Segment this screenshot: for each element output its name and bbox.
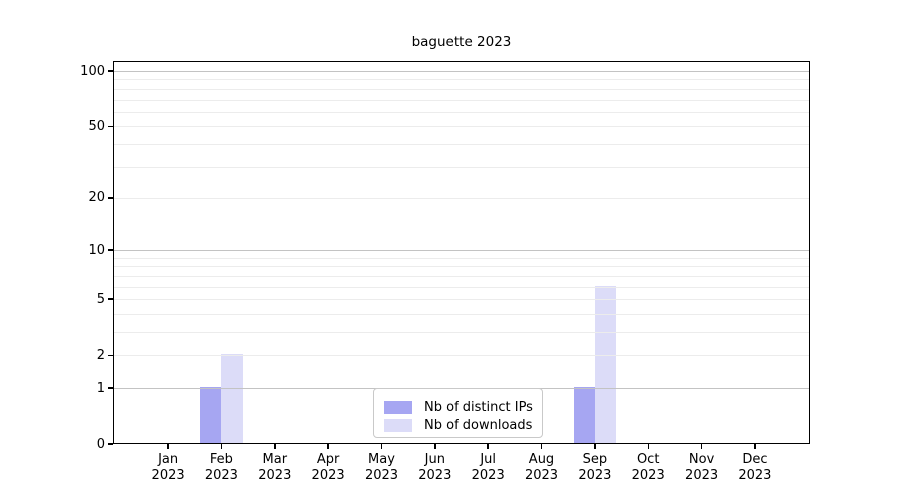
x-tick-label: Nov 2023: [685, 452, 719, 483]
plot-area: [113, 61, 810, 444]
bar-downloads: [594, 285, 617, 443]
y-axis-tick: [108, 197, 113, 199]
x-tick-label: Jan 2023: [151, 452, 185, 483]
gridline-minor: [114, 313, 809, 315]
gridline-minor: [114, 266, 809, 268]
gridline-minor: [114, 257, 809, 259]
chart-title: baguette 2023: [411, 34, 512, 50]
y-tick-label: 1: [96, 380, 105, 396]
x-tick-label: Mar 2023: [258, 452, 292, 483]
gridline-minor: [114, 275, 809, 277]
x-axis-tick: [540, 444, 543, 449]
x-axis-tick: [434, 444, 436, 449]
y-axis-tick: [108, 249, 113, 251]
gridline-minor: [114, 355, 809, 357]
gridline-minor: [114, 88, 809, 90]
x-tick-label: Dec 2023: [738, 452, 772, 483]
gridline-minor: [114, 99, 809, 101]
gridline-minor: [114, 299, 809, 301]
y-axis-tick: [108, 354, 113, 356]
y-tick-label: 100: [80, 63, 105, 79]
bar-downloads: [221, 354, 243, 443]
gridline-minor: [114, 79, 809, 81]
x-tick-label: May 2023: [364, 452, 399, 483]
x-tick-label: Oct 2023: [631, 452, 665, 483]
y-tick-label: 5: [96, 291, 105, 307]
gridline-major: [114, 250, 809, 252]
x-axis-tick: [700, 444, 703, 449]
bar-distinct-ips: [573, 387, 595, 443]
x-tick-label: Jun 2023: [418, 452, 452, 483]
gridline-minor: [114, 332, 809, 333]
y-tick-label: 0: [96, 436, 105, 452]
x-tick-label: Jul 2023: [471, 452, 505, 483]
legend: Nb of distinct IPs Nb of downloads: [373, 388, 543, 438]
gridline-minor: [114, 286, 809, 288]
legend-swatch-distinct-ips: [384, 401, 412, 414]
x-tick-label: Aug 2023: [524, 452, 559, 483]
gridline-minor: [114, 126, 809, 128]
x-axis-tick: [487, 444, 489, 449]
x-axis-tick: [167, 444, 169, 449]
y-tick-label: 50: [88, 118, 105, 134]
x-tick-label: Sep 2023: [578, 452, 612, 483]
x-tick-label: Apr 2023: [311, 452, 345, 483]
x-axis-tick: [594, 444, 596, 449]
y-axis-tick: [108, 298, 113, 300]
x-axis-tick: [327, 444, 329, 449]
bar-distinct-ips: [200, 387, 222, 443]
gridline-minor: [114, 166, 809, 168]
legend-label-downloads: Nb of downloads: [424, 418, 533, 433]
y-axis-tick: [108, 70, 113, 72]
legend-swatch-downloads: [384, 419, 412, 432]
x-axis-tick: [380, 444, 383, 449]
x-axis-tick: [754, 444, 756, 449]
y-axis-tick: [108, 125, 113, 127]
gridline-minor: [114, 197, 809, 199]
y-tick-label: 2: [96, 347, 105, 363]
y-axis-tick: [108, 443, 113, 445]
x-tick-label: Feb 2023: [204, 452, 238, 483]
gridline-minor: [114, 111, 809, 113]
x-axis-tick: [647, 444, 649, 449]
gridline-major: [114, 71, 809, 72]
y-tick-label: 20: [88, 190, 105, 206]
x-axis-tick: [274, 444, 276, 449]
y-tick-label: 10: [88, 242, 105, 258]
x-axis-tick: [220, 444, 223, 449]
y-axis-tick: [108, 387, 113, 389]
legend-label-distinct-ips: Nb of distinct IPs: [424, 400, 533, 415]
gridline-minor: [114, 143, 809, 145]
